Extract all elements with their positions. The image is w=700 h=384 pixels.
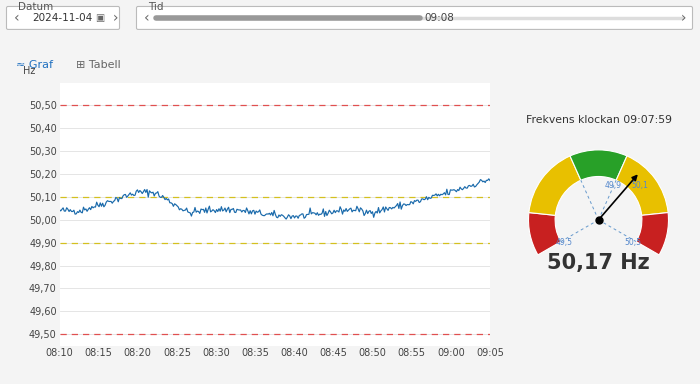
Wedge shape [528, 213, 561, 255]
FancyBboxPatch shape [6, 7, 120, 30]
Text: 50,17 Hz: 50,17 Hz [547, 253, 650, 273]
Text: Datum: Datum [18, 2, 53, 12]
Text: Hz: Hz [23, 66, 35, 76]
Text: ‹: ‹ [14, 11, 20, 25]
Wedge shape [570, 150, 627, 180]
Text: ‹: ‹ [144, 11, 150, 25]
Text: 09:08: 09:08 [424, 13, 454, 23]
Text: Tid: Tid [148, 2, 164, 12]
Text: ≈ Graf: ≈ Graf [16, 60, 53, 70]
Text: 50,1: 50,1 [631, 181, 649, 190]
Wedge shape [636, 213, 668, 255]
Wedge shape [529, 156, 581, 215]
Wedge shape [616, 156, 668, 215]
Text: 50,5: 50,5 [624, 238, 642, 247]
Text: Frekvens klockan 09:07:59: Frekvens klockan 09:07:59 [526, 115, 671, 125]
Text: ▣: ▣ [95, 13, 104, 23]
Text: ›: › [681, 11, 687, 25]
Text: ⊞ Tabell: ⊞ Tabell [76, 60, 120, 70]
Text: 2024-11-04: 2024-11-04 [32, 13, 92, 23]
FancyBboxPatch shape [136, 7, 692, 30]
Text: 49,9: 49,9 [604, 181, 622, 190]
Text: ›: › [112, 11, 118, 25]
Text: 49,5: 49,5 [555, 238, 573, 247]
